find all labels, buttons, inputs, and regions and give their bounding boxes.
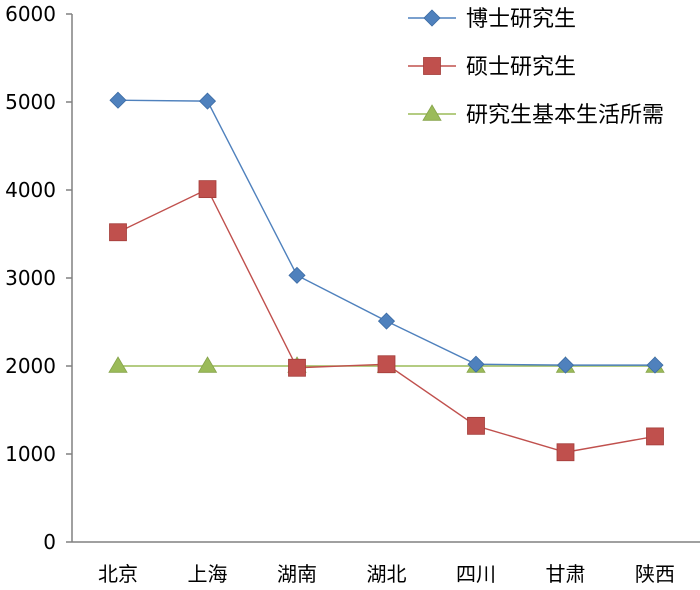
data-point-square <box>288 358 306 377</box>
data-point-diamond <box>198 92 217 110</box>
data-point-diamond <box>109 91 127 109</box>
y-tick-label: 0 <box>43 530 56 554</box>
data-point-triangle <box>197 356 218 373</box>
x-tick-label: 甘肃 <box>546 562 586 586</box>
data-point-diamond <box>556 356 575 374</box>
y-tick-label: 3000 <box>5 266 56 290</box>
data-point-square <box>109 223 127 242</box>
legend-item: 博士研究生 <box>408 7 576 32</box>
legend-item: 硕士研究生 <box>408 55 576 80</box>
axes <box>71 14 700 543</box>
y-tick-label: 1000 <box>5 442 56 466</box>
y-axis-ticks: 0 1000 2000 3000 4000 5000 6000 <box>5 2 72 554</box>
data-point-triangle <box>108 356 128 373</box>
legend-item: 研究生基本生活所需 <box>408 103 664 128</box>
data-point-diamond <box>646 356 664 374</box>
data-point-square <box>467 416 485 435</box>
x-tick-label: 上海 <box>188 562 228 586</box>
x-tick-label: 四川 <box>456 562 496 586</box>
data-point-square <box>556 443 575 462</box>
y-tick-label: 2000 <box>5 354 56 378</box>
data-point-diamond <box>377 312 396 330</box>
legend-marker-diamond <box>423 9 441 27</box>
y-tick-label: 5000 <box>5 90 56 114</box>
data-point-square <box>377 355 396 374</box>
data-point-square <box>198 180 217 199</box>
x-axis-ticks: 北京 上海 湖南 湖北 四川 甘肃 陕西 <box>98 562 675 586</box>
legend-label: 硕士研究生 <box>466 55 576 80</box>
x-tick-label: 陕西 <box>635 562 675 586</box>
legend-label: 博士研究生 <box>466 7 576 32</box>
series-2 <box>109 180 664 462</box>
x-tick-label: 湖南 <box>277 562 317 586</box>
legend-marker-square <box>423 57 441 75</box>
x-tick-label: 北京 <box>98 562 138 586</box>
data-point-diamond <box>288 266 306 284</box>
y-tick-label: 6000 <box>5 2 56 26</box>
y-tick-label: 4000 <box>5 178 56 202</box>
series-1 <box>109 91 664 374</box>
series-layer <box>108 91 665 462</box>
legend-marker-triangle <box>422 104 442 121</box>
data-point-diamond <box>467 355 485 373</box>
x-tick-label: 湖北 <box>367 562 407 586</box>
legend-label: 研究生基本生活所需 <box>466 103 664 128</box>
data-point-square <box>646 427 664 446</box>
